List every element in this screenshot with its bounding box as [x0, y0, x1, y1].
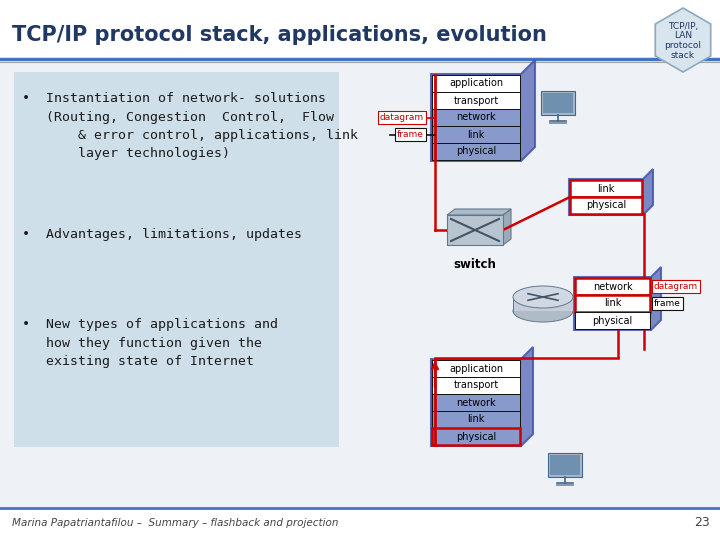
Text: network: network: [593, 281, 632, 292]
Bar: [575, 312, 650, 329]
Bar: [0, 507, 720, 540]
Bar: [447, 215, 503, 245]
Bar: [432, 75, 520, 92]
Bar: [14, 72, 339, 447]
Bar: [432, 126, 520, 143]
Text: LAN: LAN: [674, 31, 692, 40]
Bar: [549, 122, 567, 124]
Bar: [575, 295, 650, 312]
Text: datagram: datagram: [654, 282, 698, 291]
Bar: [432, 109, 520, 126]
Bar: [513, 297, 573, 311]
Bar: [432, 377, 520, 394]
Bar: [432, 360, 520, 377]
Text: frame: frame: [397, 130, 424, 139]
Ellipse shape: [513, 300, 573, 322]
Text: switch: switch: [454, 258, 496, 271]
Bar: [541, 91, 575, 114]
Text: •  New types of applications and
   how they function given the
   existing stat: • New types of applications and how they…: [22, 318, 278, 368]
Bar: [432, 411, 520, 428]
Text: transport: transport: [454, 381, 499, 390]
Bar: [556, 484, 574, 486]
Polygon shape: [574, 267, 661, 330]
Text: frame: frame: [654, 299, 681, 308]
Bar: [432, 428, 520, 445]
Bar: [0, 0, 720, 62]
Text: link: link: [467, 130, 485, 139]
Text: physical: physical: [593, 315, 633, 326]
Bar: [575, 278, 650, 295]
Bar: [550, 455, 580, 475]
Bar: [0, 62, 720, 510]
Polygon shape: [431, 347, 533, 446]
Text: •  Instantiation of network- solutions
   (Routing, Congestion  Control,  Flow
 : • Instantiation of network- solutions (R…: [22, 92, 358, 160]
Text: •  Advantages, limitations, updates: • Advantages, limitations, updates: [22, 228, 302, 241]
Text: transport: transport: [454, 96, 499, 105]
Text: application: application: [449, 363, 503, 374]
Polygon shape: [503, 209, 511, 245]
Text: application: application: [449, 78, 503, 89]
Bar: [543, 93, 573, 113]
Text: Marina Papatriantafilou –  Summary – flashback and projection: Marina Papatriantafilou – Summary – flas…: [12, 518, 338, 528]
Polygon shape: [431, 60, 535, 161]
Polygon shape: [569, 169, 653, 215]
Bar: [432, 92, 520, 109]
Bar: [432, 394, 520, 411]
Bar: [570, 180, 642, 197]
Text: physical: physical: [456, 431, 496, 442]
Text: physical: physical: [456, 146, 496, 157]
Polygon shape: [447, 209, 511, 215]
Text: link: link: [604, 299, 621, 308]
Bar: [548, 453, 582, 477]
Text: link: link: [467, 415, 485, 424]
Text: stack: stack: [671, 51, 695, 60]
Text: 23: 23: [694, 516, 710, 530]
Polygon shape: [655, 8, 711, 72]
Text: link: link: [598, 184, 615, 193]
Text: TCP/IP,: TCP/IP,: [668, 22, 698, 30]
Bar: [432, 143, 520, 160]
Ellipse shape: [513, 286, 573, 308]
Text: network: network: [456, 112, 496, 123]
Text: protocol: protocol: [665, 42, 701, 51]
Text: physical: physical: [586, 200, 626, 211]
Text: datagram: datagram: [380, 113, 424, 122]
Text: TCP/IP protocol stack, applications, evolution: TCP/IP protocol stack, applications, evo…: [12, 25, 547, 45]
Text: network: network: [456, 397, 496, 408]
Bar: [570, 197, 642, 214]
